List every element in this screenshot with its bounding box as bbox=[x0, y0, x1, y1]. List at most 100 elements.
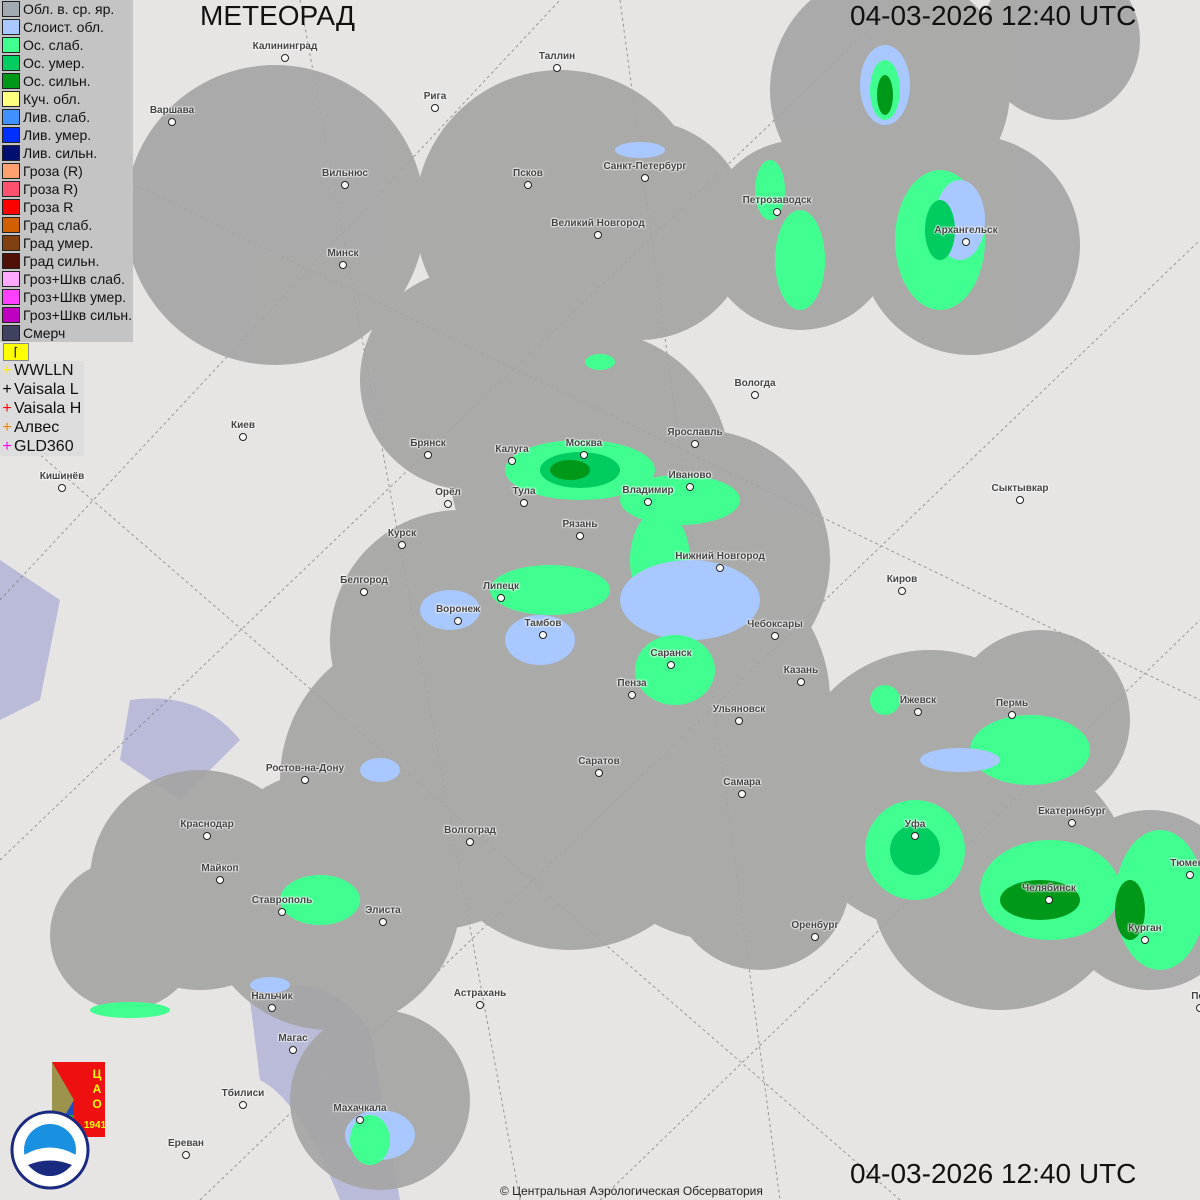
precip-area bbox=[970, 715, 1090, 785]
city-marker bbox=[716, 564, 724, 572]
radar-circle bbox=[670, 790, 850, 970]
city-label: Нижний Новгород bbox=[675, 551, 765, 562]
city-marker bbox=[576, 532, 584, 540]
svg-text:1941: 1941 bbox=[84, 1120, 107, 1131]
legend-item: Слоист. обл. bbox=[0, 18, 133, 36]
lightning-toggle-button[interactable]: ⌈ bbox=[3, 343, 29, 361]
legend-swatch bbox=[2, 19, 20, 35]
city-marker bbox=[594, 231, 602, 239]
cross-icon: + bbox=[2, 381, 12, 398]
legend-swatch bbox=[2, 253, 20, 269]
precip-area bbox=[250, 977, 290, 993]
city-label: Брянск bbox=[410, 438, 446, 449]
legend-label: Ос. сильн. bbox=[23, 73, 91, 89]
city-label: Самара bbox=[723, 777, 761, 788]
city-label: Калуга bbox=[495, 444, 529, 455]
city-label: Санкт-Петербург bbox=[603, 161, 687, 172]
city-label: Рига bbox=[423, 91, 447, 102]
city-marker bbox=[444, 500, 452, 508]
cross-icon: + bbox=[2, 362, 12, 379]
precip-area bbox=[420, 590, 480, 630]
legend-swatch bbox=[2, 1, 20, 17]
legend-item: Ос. сильн. bbox=[0, 72, 133, 90]
legend-label: Слоист. обл. bbox=[23, 19, 104, 35]
city-label: Екатеринбург bbox=[1038, 806, 1106, 817]
legend-item: Гроз+Шкв умер. bbox=[0, 288, 133, 306]
city-label: Таллин bbox=[538, 51, 576, 62]
radar-circle bbox=[530, 120, 750, 340]
city-marker bbox=[203, 832, 211, 840]
legend-swatch bbox=[2, 37, 20, 53]
legend-item: Смерч bbox=[0, 324, 133, 342]
legend-label: Обл. в. ср. яр. bbox=[23, 1, 115, 17]
lightning-label: GLD360 bbox=[14, 438, 74, 455]
legend-item: Лив. слаб. bbox=[0, 108, 133, 126]
precip-area bbox=[620, 475, 740, 525]
city-label: Элиста bbox=[365, 905, 401, 916]
city-marker bbox=[738, 790, 746, 798]
precip-area bbox=[620, 560, 760, 640]
city-marker bbox=[1141, 936, 1149, 944]
legend-label: Ос. умер. bbox=[23, 55, 85, 71]
legend-label: Ос. слаб. bbox=[23, 37, 84, 53]
city-marker bbox=[773, 208, 781, 216]
legend-item: Ос. слаб. bbox=[0, 36, 133, 54]
city-label: Краснодар bbox=[180, 819, 234, 830]
city-marker bbox=[216, 876, 224, 884]
logos: Ц А О 1941 bbox=[10, 1062, 107, 1190]
radar-circle bbox=[290, 1010, 470, 1190]
city-marker bbox=[595, 769, 603, 777]
legend-swatch bbox=[2, 325, 20, 341]
city-marker bbox=[797, 678, 805, 686]
legend-label: Град умер. bbox=[23, 235, 94, 251]
city-marker bbox=[898, 587, 906, 595]
city-label: Уфа bbox=[904, 819, 926, 830]
city-marker bbox=[751, 391, 759, 399]
city-marker bbox=[644, 498, 652, 506]
city-label: Майкоп bbox=[201, 863, 239, 874]
city-marker bbox=[278, 908, 286, 916]
city-label: Тбилиси bbox=[221, 1088, 265, 1099]
city-marker bbox=[301, 776, 309, 784]
legend-swatch bbox=[2, 271, 20, 287]
city-marker bbox=[811, 933, 819, 941]
city-marker bbox=[431, 104, 439, 112]
city-label: Минск bbox=[327, 248, 359, 259]
city-marker bbox=[497, 594, 505, 602]
legend-item: Град сильн. bbox=[0, 252, 133, 270]
legend-label: Лив. слаб. bbox=[23, 109, 91, 125]
city-marker bbox=[289, 1046, 297, 1054]
precip-area bbox=[615, 142, 665, 158]
city-marker bbox=[580, 451, 588, 459]
precip-area bbox=[755, 160, 785, 220]
city-label: Тула bbox=[512, 486, 536, 497]
legend-item: Град умер. bbox=[0, 234, 133, 252]
city-label: Саратов bbox=[578, 756, 620, 767]
city-marker bbox=[360, 588, 368, 596]
city-label: Вологда bbox=[734, 378, 776, 389]
cross-icon: + bbox=[2, 419, 12, 436]
app-title: МЕТЕОРАД bbox=[200, 0, 355, 31]
city-marker bbox=[341, 181, 349, 189]
city-marker bbox=[466, 838, 474, 846]
city-label: Ставрополь bbox=[251, 895, 313, 906]
city-marker bbox=[1045, 896, 1053, 904]
city-label: Тамбов bbox=[524, 618, 562, 629]
legend-item: Куч. обл. bbox=[0, 90, 133, 108]
city-label: Ярославль bbox=[667, 427, 723, 438]
legend-item: Гроза R bbox=[0, 198, 133, 216]
city-marker bbox=[454, 617, 462, 625]
city-marker bbox=[1186, 871, 1194, 879]
legend-item: Гроза (R) bbox=[0, 162, 133, 180]
city-marker bbox=[962, 238, 970, 246]
legend-label: Гроза (R) bbox=[23, 163, 83, 179]
city-label: Сыктывкар bbox=[991, 483, 1049, 494]
city-label: Калининград bbox=[252, 41, 318, 52]
roshydromet-logo bbox=[10, 1110, 90, 1190]
city-marker bbox=[1008, 711, 1016, 719]
legend-item: Ос. умер. bbox=[0, 54, 133, 72]
precip-area bbox=[890, 825, 940, 875]
precip-area bbox=[877, 75, 893, 115]
svg-text:О: О bbox=[92, 1097, 101, 1111]
lightning-label: Vaisala L bbox=[14, 381, 79, 398]
